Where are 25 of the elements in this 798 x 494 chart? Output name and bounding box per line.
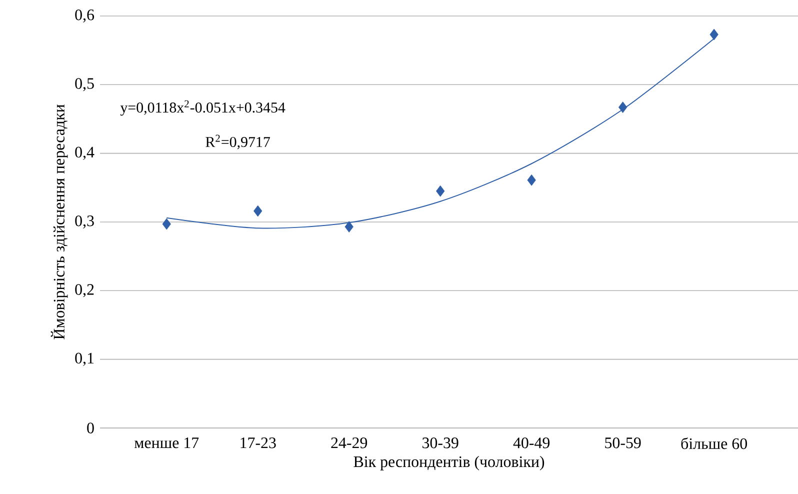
x-tick-label: більше 60 — [681, 438, 747, 450]
point — [710, 28, 718, 40]
x-tick-label: менше 17 — [134, 438, 199, 448]
point — [436, 185, 445, 197]
y-tick-label: 0,5 — [75, 78, 94, 92]
annotation: R$^{2}$=0,9717 — [206, 134, 270, 150]
point — [618, 102, 628, 114]
y-tick-label: 0,6 — [75, 9, 94, 23]
y-tick-label: 0,1 — [75, 352, 94, 366]
point — [254, 205, 262, 217]
y-axis-title: Ймовірність здійснення пересадки — [50, 104, 68, 340]
y-tick-label: 0 — [87, 422, 94, 434]
x-tick-label: 50-59 — [605, 438, 641, 448]
point — [162, 218, 171, 230]
x-tick-label: 40-49 — [513, 438, 550, 448]
x-tick-label: 17-23 — [240, 438, 276, 448]
x-tick-label: 30-39 — [422, 438, 458, 448]
annotation: y=0,0118x$^{2}$-0.051x+0.3454 — [120, 100, 286, 116]
x-axis-title: Вік респондентів (чоловіки) — [354, 456, 544, 470]
y-tick-label: 0,3 — [75, 215, 94, 229]
point — [527, 174, 536, 186]
x-tick-label: 24-29 — [331, 438, 368, 448]
y-tick-label: 0,4 — [75, 146, 94, 160]
point — [344, 221, 354, 232]
y-tick-label: 0,2 — [75, 284, 94, 298]
